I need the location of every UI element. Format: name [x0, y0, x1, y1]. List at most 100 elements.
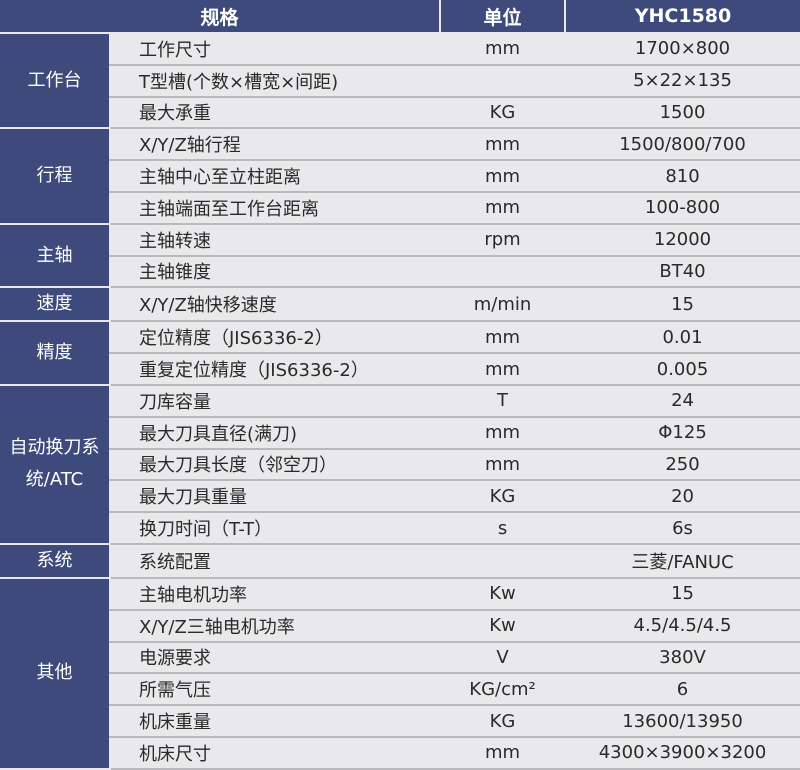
- table-row: 最大刀具重量 KG 20: [0, 480, 800, 514]
- value-cell: BT40: [565, 255, 800, 289]
- table-row: 最大刀具直径(满刀) mm Φ125: [0, 416, 800, 450]
- table-row: 主轴锥度 BT40: [0, 255, 800, 289]
- table-row: 精度 定位精度（JIS6336-2） mm 0.01: [0, 321, 800, 386]
- unit-cell: mm: [440, 191, 566, 225]
- category-cell: 工作台: [0, 33, 110, 130]
- spec-name-cell: 所需气压: [108, 673, 441, 707]
- spec-name-cell: 换刀时间（T-T）: [108, 512, 441, 545]
- table-row: 所需气压 KG/cm² 6: [0, 673, 800, 707]
- spec-name-cell: 主轴锥度: [108, 255, 441, 289]
- unit-cell: rpm: [440, 223, 566, 257]
- unit-cell: s: [440, 512, 566, 545]
- unit-cell: mm: [440, 128, 566, 162]
- spec-name-cell: 刀库容量: [108, 384, 441, 418]
- unit-cell: mm: [440, 321, 566, 355]
- value-cell: 250: [565, 448, 800, 482]
- value-cell: 6: [565, 673, 800, 707]
- table-row: 最大承重 KG 1500: [0, 96, 800, 130]
- value-cell: 20: [565, 480, 800, 514]
- category-cell: 速度: [0, 287, 110, 323]
- table-row: 主轴端面至工作台距离 mm 100-800: [0, 191, 800, 225]
- table-row: 电源要求 V 380V: [0, 641, 800, 675]
- header-unit: 单位: [440, 0, 567, 34]
- spec-name-cell: 系统配置: [108, 543, 441, 579]
- value-cell: 三菱/FANUC: [565, 543, 800, 579]
- unit-cell: V: [440, 641, 566, 675]
- unit-cell: Kw: [440, 609, 566, 643]
- value-cell: 12000: [565, 223, 800, 257]
- spec-name-cell: 工作尺寸: [108, 33, 441, 66]
- table-row: 自动换刀系统/ATC 刀库容量 T 24: [0, 384, 800, 545]
- header-spec: 规格: [0, 0, 442, 34]
- value-cell: 810: [565, 160, 800, 193]
- value-cell: 15: [565, 287, 800, 323]
- value-cell: 100-800: [565, 191, 800, 225]
- category-cell: 其他: [0, 577, 110, 770]
- spec-name-cell: 主轴电机功率: [108, 577, 441, 611]
- spec-name-cell: 主轴转速: [108, 223, 441, 257]
- table-row: 主轴中心至立柱距离 mm 810: [0, 160, 800, 193]
- unit-cell: mm: [440, 448, 566, 482]
- spec-name-cell: 电源要求: [108, 641, 441, 675]
- table-row: 工作台 工作尺寸 mm 1700×800: [0, 33, 800, 130]
- category-cell: 主轴: [0, 223, 110, 289]
- spec-name-cell: X/Y/Z三轴电机功率: [108, 609, 441, 643]
- table-row: 最大刀具长度（邻空刀） mm 250: [0, 448, 800, 482]
- value-cell: 1700×800: [565, 33, 800, 66]
- unit-cell: Kw: [440, 577, 566, 611]
- table-row: 主轴 主轴转速 rpm 12000: [0, 223, 800, 289]
- value-cell: 5×22×135: [565, 64, 800, 98]
- value-cell: 0.01: [565, 321, 800, 355]
- spec-name-cell: 主轴中心至立柱距离: [108, 160, 441, 193]
- table-row: 重复定位精度（JIS6336-2） mm 0.005: [0, 353, 800, 386]
- header-row: 规格 单位 YHC1580: [0, 0, 800, 34]
- table-row: 系统 系统配置 三菱/FANUC: [0, 543, 800, 579]
- unit-cell: m/min: [440, 287, 566, 323]
- spec-name-cell: 重复定位精度（JIS6336-2）: [108, 353, 441, 386]
- value-cell: 1500/800/700: [565, 128, 800, 162]
- value-cell: 4.5/4.5/4.5: [565, 609, 800, 643]
- unit-cell: mm: [440, 160, 566, 193]
- value-cell: 6s: [565, 512, 800, 545]
- unit-cell: [440, 543, 566, 579]
- unit-cell: mm: [440, 33, 566, 66]
- unit-cell: [440, 64, 566, 98]
- spec-name-cell: T型槽(个数×槽宽×间距): [108, 64, 441, 98]
- spec-name-cell: 最大刀具长度（邻空刀）: [108, 448, 441, 482]
- unit-cell: KG: [440, 480, 566, 514]
- spec-name-cell: 最大刀具直径(满刀): [108, 416, 441, 450]
- header-model: YHC1580: [565, 0, 800, 34]
- value-cell: 380V: [565, 641, 800, 675]
- table-row: 速度 X/Y/Z轴快移速度 m/min 15: [0, 287, 800, 323]
- unit-cell: mm: [440, 416, 566, 450]
- category-cell: 自动换刀系统/ATC: [0, 384, 110, 545]
- value-cell: 0.005: [565, 353, 800, 386]
- value-cell: 24: [565, 384, 800, 418]
- unit-cell: KG: [440, 705, 566, 738]
- unit-cell: KG/cm²: [440, 673, 566, 707]
- unit-cell: mm: [440, 353, 566, 386]
- spec-name-cell: 主轴端面至工作台距离: [108, 191, 441, 225]
- value-cell: 1500: [565, 96, 800, 130]
- value-cell: 13600/13950: [565, 705, 800, 738]
- unit-cell: KG: [440, 96, 566, 130]
- category-cell: 行程: [0, 128, 110, 225]
- spec-name-cell: X/Y/Z轴快移速度: [108, 287, 441, 323]
- table-row: 机床重量 KG 13600/13950: [0, 705, 800, 738]
- spec-name-cell: 定位精度（JIS6336-2）: [108, 321, 441, 355]
- table-row: 换刀时间（T-T） s 6s: [0, 512, 800, 545]
- table-row: T型槽(个数×槽宽×间距) 5×22×135: [0, 64, 800, 98]
- value-cell: Φ125: [565, 416, 800, 450]
- spec-name-cell: 最大刀具重量: [108, 480, 441, 514]
- category-cell: 系统: [0, 543, 110, 579]
- category-cell: 精度: [0, 321, 110, 386]
- unit-cell: [440, 255, 566, 289]
- spec-name-cell: 最大承重: [108, 96, 441, 130]
- table-row: 其他 主轴电机功率 Kw 15: [0, 577, 800, 770]
- table-row: X/Y/Z三轴电机功率 Kw 4.5/4.5/4.5: [0, 609, 800, 643]
- spec-name-cell: 机床重量: [108, 705, 441, 738]
- spec-name-cell: X/Y/Z轴行程: [108, 128, 441, 162]
- unit-cell: T: [440, 384, 566, 418]
- value-cell: 15: [565, 577, 800, 611]
